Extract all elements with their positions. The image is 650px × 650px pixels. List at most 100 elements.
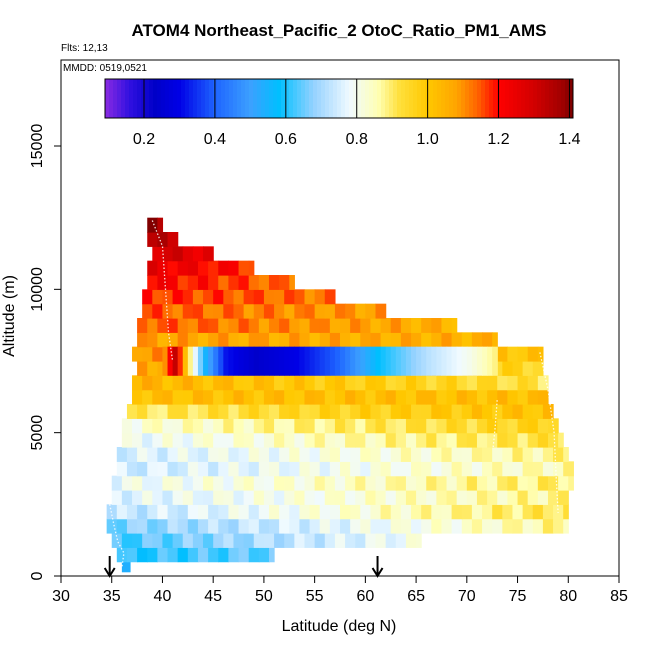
colorbar-segment [413, 79, 418, 118]
heatmap-cell [142, 303, 153, 319]
heatmap-cell [441, 461, 453, 477]
heatmap-cell [147, 332, 158, 348]
heatmap-cell [284, 475, 295, 491]
heatmap-cell [182, 389, 194, 405]
heatmap-cell [167, 404, 179, 419]
colorbar-segment [549, 79, 554, 118]
heatmap-cell [192, 533, 204, 548]
heatmap-cell [355, 533, 366, 548]
colorbar-segment [557, 79, 562, 118]
heatmap-cell [324, 418, 336, 434]
heatmap-cell [152, 418, 164, 434]
heatmap-cell [411, 332, 422, 348]
heatmap-cell [132, 533, 143, 548]
colorbar-segment [337, 79, 342, 118]
heatmap-cell [238, 318, 250, 333]
colorbar-segment [401, 79, 406, 118]
heatmap-cell [390, 504, 402, 520]
heatmap-cell [395, 490, 407, 505]
heatmap-cell [370, 504, 382, 520]
heatmap-cell [380, 346, 387, 376]
heatmap-cell [223, 475, 235, 491]
heatmap-cell [390, 332, 402, 348]
heatmap-cell [238, 461, 250, 477]
heatmap-cell [487, 389, 498, 405]
heatmap-cell [172, 432, 184, 448]
heatmap-cell [268, 461, 280, 477]
heatmap-cell [365, 389, 377, 405]
colorbar-segment [157, 79, 162, 118]
heatmap-cell [421, 518, 432, 534]
heatmap-cell [517, 490, 529, 505]
heatmap-cell [537, 418, 549, 434]
heatmap-cell [126, 447, 138, 462]
heatmap-cell [527, 346, 539, 362]
heatmap-cell [162, 289, 174, 305]
heatmap-cell [253, 533, 265, 548]
heatmap-cell [116, 518, 128, 534]
heatmap-cell [238, 275, 250, 290]
heatmap-cell [132, 375, 143, 391]
heatmap-cell [177, 318, 189, 333]
heatmap-cell [289, 504, 301, 520]
heatmap-cell [304, 389, 316, 405]
heatmap-cell [512, 404, 524, 419]
heatmap-cell [274, 418, 285, 434]
heatmap-cell [177, 504, 189, 520]
heatmap-cell [147, 275, 158, 290]
heatmap-cell [157, 518, 169, 534]
colorbar-segment [257, 79, 262, 118]
heatmap-cell [304, 418, 316, 434]
colorbar-segment [185, 79, 190, 118]
colorbar-segment [357, 79, 362, 118]
flight-track [539, 352, 559, 513]
colorbar-segment [221, 79, 226, 118]
heatmap-cell [192, 389, 204, 405]
colorbar-segment [193, 79, 198, 118]
heatmap-cell [370, 318, 382, 333]
heatmap-cell [157, 217, 164, 233]
x-tick-label: 75 [509, 588, 527, 605]
heatmap-cell [436, 432, 448, 448]
heatmap-cell [121, 418, 133, 434]
colorbar-segment [105, 79, 110, 118]
heatmap-cell [223, 289, 235, 305]
heatmap-cell [370, 518, 382, 534]
heatmap-cell [431, 461, 443, 477]
colorbar-segment [117, 79, 122, 118]
heatmap-cell [355, 475, 366, 491]
heatmap-cell [558, 490, 569, 505]
heatmap-cell [137, 318, 148, 333]
heatmap-cell [390, 461, 402, 477]
heatmap-cell [147, 318, 158, 333]
heatmap-cell [329, 404, 341, 419]
heatmap-cell [284, 346, 290, 376]
heatmap-cell [385, 346, 392, 376]
heatmap-cell [197, 404, 209, 419]
heatmap-cell [355, 375, 366, 391]
heatmap-cell [502, 404, 514, 419]
heatmap-cell [274, 289, 285, 305]
heatmap-cell [284, 389, 295, 405]
heatmap-cell [233, 289, 245, 305]
heatmap-cell [345, 533, 356, 548]
heatmap-cell [324, 303, 336, 319]
heatmap-cell [152, 432, 164, 448]
heatmap-cell [441, 332, 453, 348]
heatmap-cell [172, 490, 184, 505]
heatmap-cell [416, 475, 427, 491]
heatmap-cell [375, 389, 387, 405]
heatmap-cell [324, 389, 336, 405]
heatmap-cell [360, 404, 372, 419]
heatmap-cell [243, 346, 250, 376]
heatmap-cell [258, 318, 270, 333]
heatmap-cell [411, 518, 422, 534]
colorbar-tick-label: 0.8 [346, 131, 368, 148]
colorbar-segment [473, 79, 478, 118]
heatmap-cell [421, 504, 432, 520]
heatmap-cell [314, 475, 326, 491]
colorbar-segment [153, 79, 158, 118]
heatmap-cell [350, 504, 361, 520]
heatmap-cell [126, 404, 138, 419]
heatmap-cell [157, 461, 169, 477]
